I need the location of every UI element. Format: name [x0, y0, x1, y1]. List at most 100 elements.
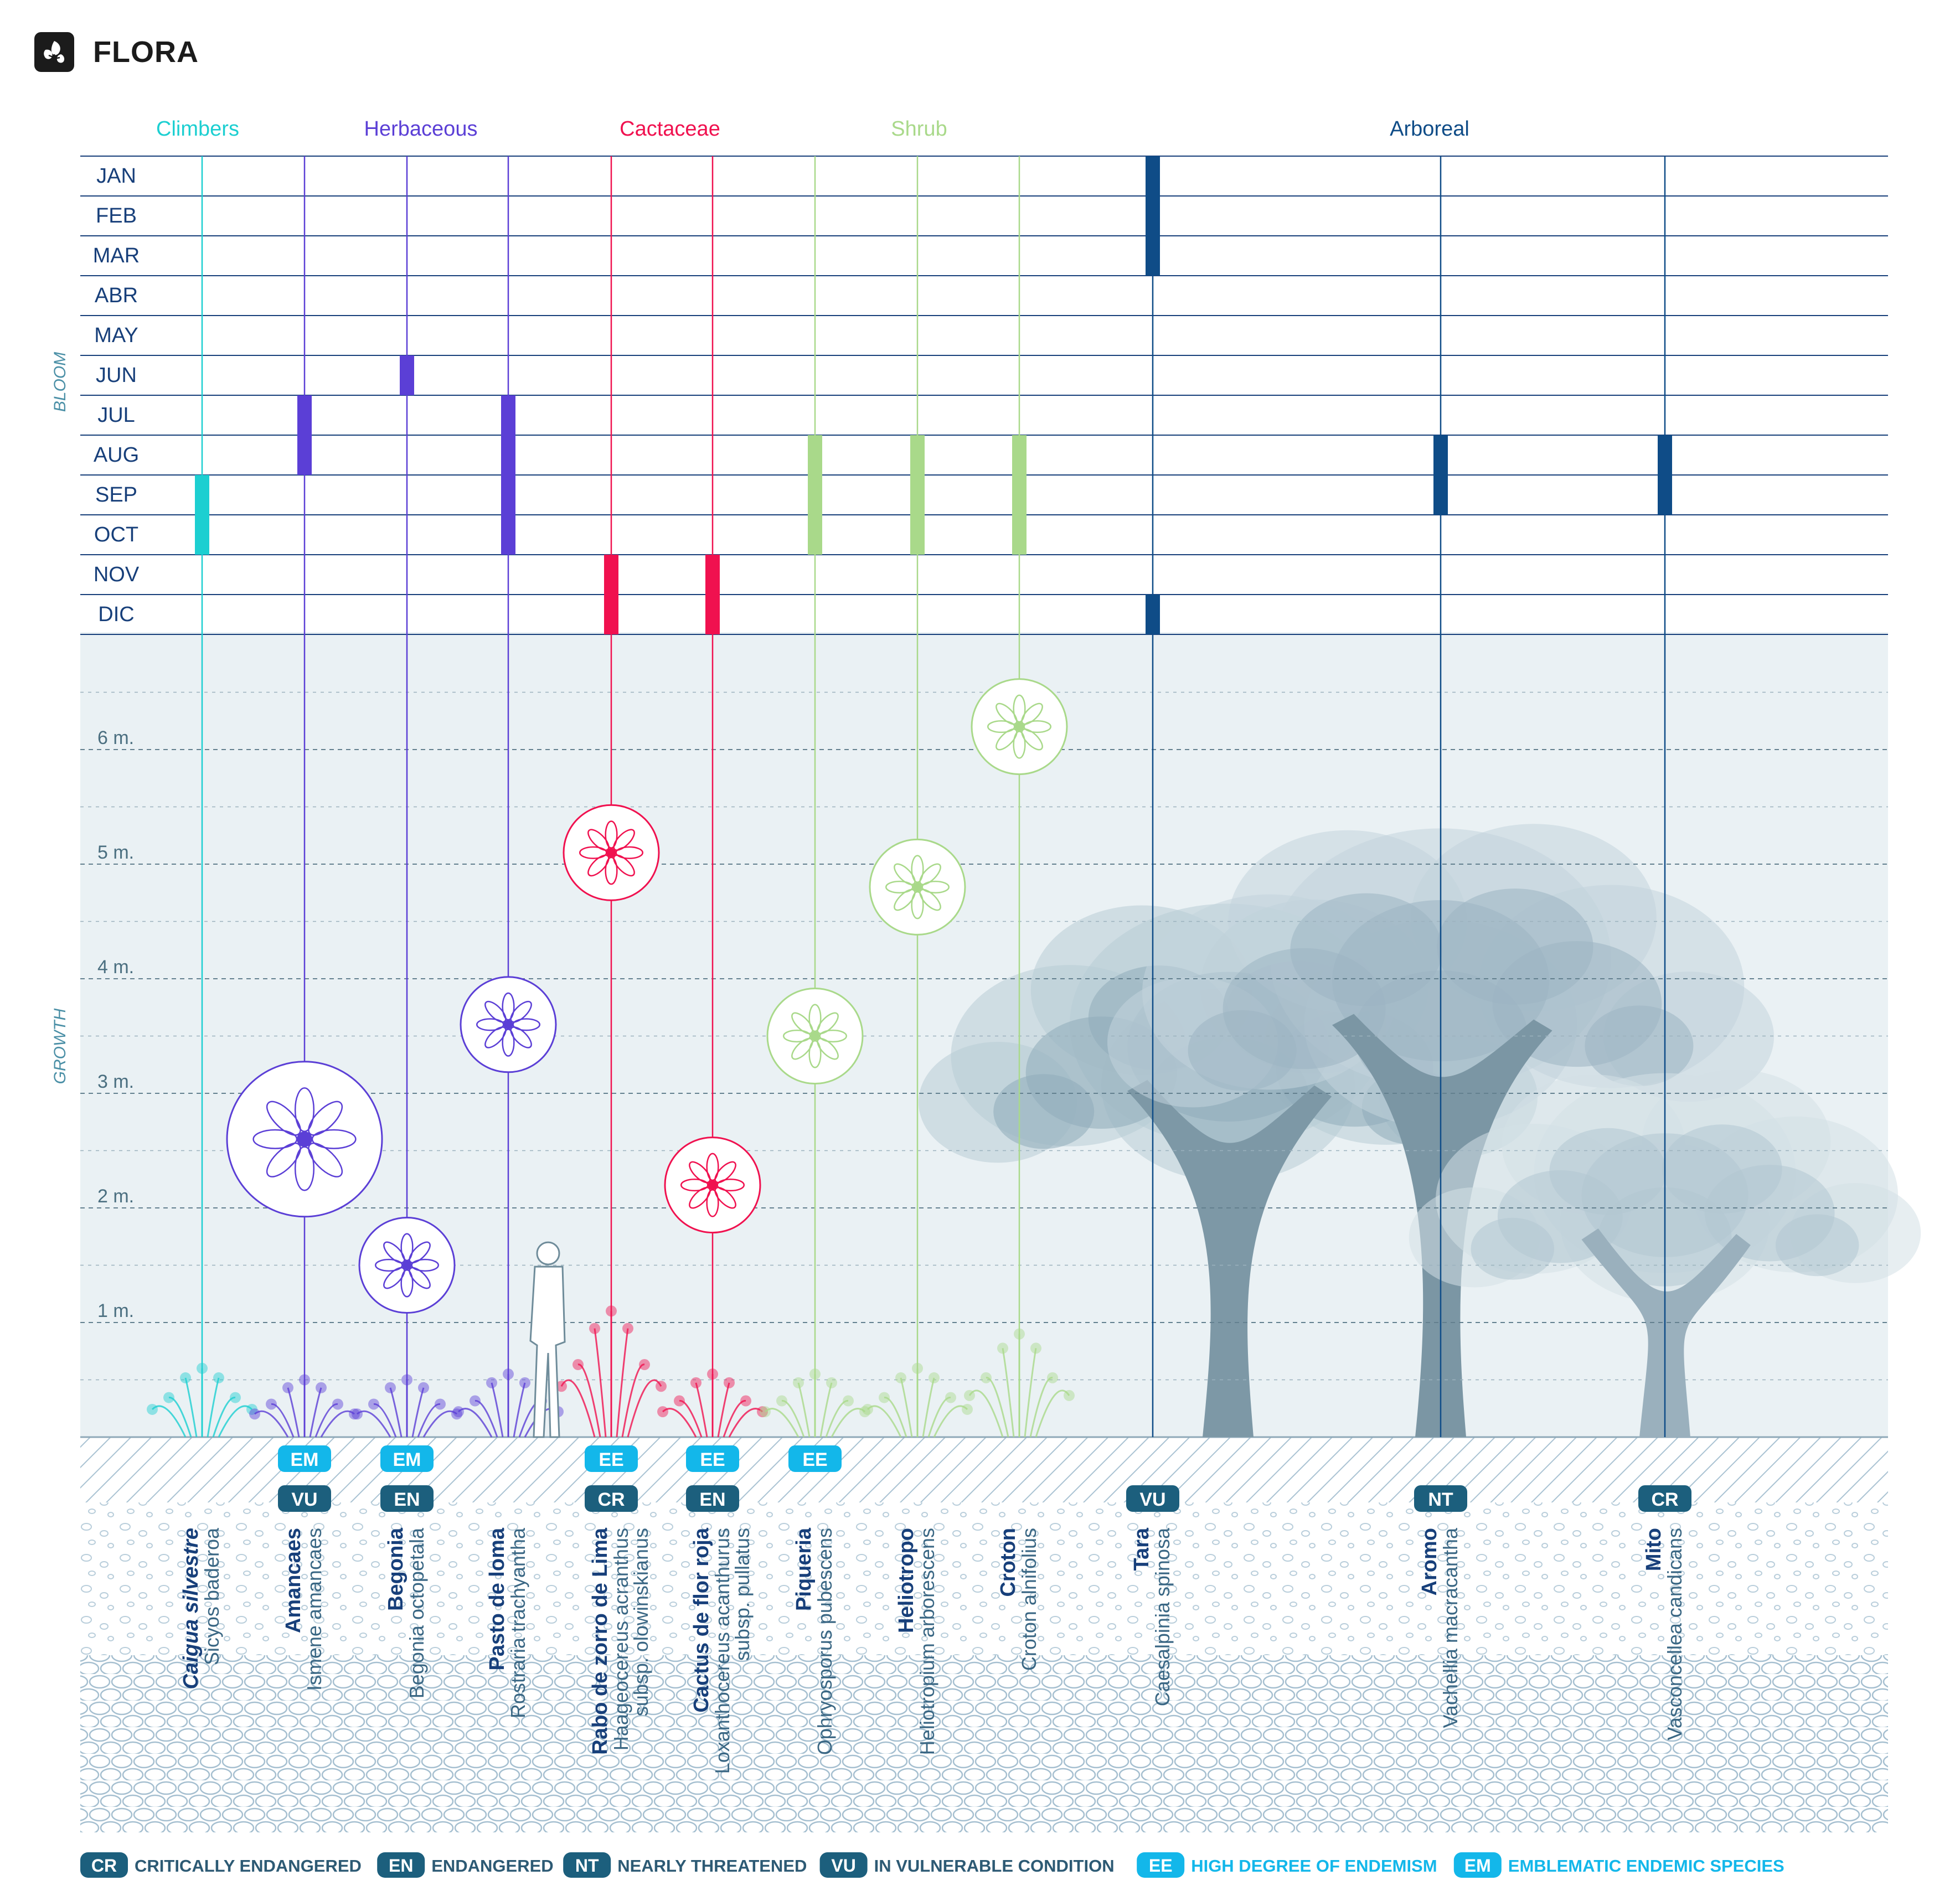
plant-branch [1029, 1377, 1053, 1438]
bloom-bar-pasto-de-loma [501, 395, 515, 555]
marker-petal [613, 829, 635, 851]
tree-crown-shade [1437, 888, 1593, 1005]
plant-cactus-de-flor-roja [657, 1368, 768, 1438]
species-common-name: Rabo de zorro de Lima [589, 1527, 612, 1754]
plant-branch [621, 1363, 645, 1438]
status-tag-bg [788, 1445, 842, 1472]
status-tag-en: EN [380, 1485, 434, 1512]
plant-branch [168, 1397, 192, 1438]
month-label-may: MAY [94, 324, 138, 347]
species-scientific-name: Loxanthocereus acanthurus [711, 1528, 734, 1774]
flower-marker-piqueria [766, 988, 864, 1084]
species-scientific-name-cont: subsp. olowinskianus [630, 1528, 652, 1716]
plant-branch [866, 1405, 902, 1438]
legend-badge [80, 1852, 128, 1878]
plant-leaf [895, 1372, 906, 1383]
plant-leaf [622, 1323, 633, 1334]
marker-petal [680, 1179, 709, 1192]
status-tag-ee: EE [686, 1445, 739, 1472]
plant-leaf [147, 1403, 158, 1415]
group-label-climbers: Climbers [156, 117, 239, 141]
plant-branch [968, 1389, 1004, 1438]
legend-item-nt: NT NEARLY THREATENED [563, 1852, 807, 1878]
marker-petal [782, 1029, 811, 1043]
plant-branch [831, 1408, 866, 1438]
plant-leaf [352, 1408, 363, 1420]
species-scientific-name-cont: subsp. pullatus [731, 1528, 754, 1661]
status-tag-bg [1638, 1485, 1691, 1512]
plant-branch [357, 1410, 391, 1438]
marker-petal [502, 992, 515, 1021]
plant-leaf [964, 1389, 975, 1401]
marker-center [1014, 722, 1024, 732]
species-scientific-name: Ophryosporus pubescens [813, 1528, 836, 1755]
plant-leaf [912, 1362, 923, 1374]
legend-label: ENDANGERED [431, 1856, 553, 1876]
plant-leaf [690, 1377, 702, 1388]
marker-petal [706, 1189, 719, 1217]
person-head [536, 1241, 560, 1265]
status-tag-em: EM [380, 1445, 434, 1472]
flower-marker-pasto-de-loma [460, 976, 557, 1073]
status-tag-bg [278, 1445, 331, 1472]
plant-branch [309, 1387, 322, 1438]
plant-branch [933, 1405, 968, 1438]
species-scientific-name: Vachellia macracantha [1439, 1527, 1462, 1728]
species-scientific-name: Vasconcellea candicans [1663, 1528, 1686, 1740]
legend-label: NEARLY THREATENED [617, 1856, 807, 1876]
plant-illustrations [147, 678, 1075, 1438]
plant-leaf [197, 1362, 208, 1374]
marker-petal [716, 1179, 745, 1192]
marker-petal [579, 846, 607, 859]
flower-marker-amancaes [226, 1061, 383, 1218]
legend-badge [1137, 1852, 1185, 1878]
bloom-bar-heliotropo [910, 435, 925, 555]
marker-petal [714, 1161, 736, 1184]
marker-petal [1021, 728, 1043, 751]
plant-branch [900, 1377, 913, 1438]
plant-branch [764, 1408, 800, 1438]
plant-branch [1002, 1348, 1015, 1438]
legend-label: HIGH DEGREE OF ENDEMISM [1191, 1856, 1437, 1876]
legend-badge-code: EN [389, 1856, 413, 1876]
bloom-bar-tara [1146, 156, 1160, 276]
tree-trunk [1581, 1228, 1751, 1437]
plant-branch [212, 1397, 236, 1438]
marker-petal [1023, 720, 1052, 733]
marker-petal [919, 888, 941, 911]
marker-petal [615, 846, 644, 859]
page-header: FLORA [34, 32, 199, 72]
plant-leaf [776, 1395, 787, 1407]
status-tag-bg [686, 1445, 739, 1472]
month-label-jul: JUL [97, 404, 135, 427]
species-scientific-name: Sicyos baderoa [200, 1527, 223, 1665]
status-tag-bg [380, 1485, 434, 1512]
marker-petal [808, 1040, 822, 1068]
species-scientific-name: Begonia octopetala [405, 1527, 428, 1698]
growth-tick-label: 1 m. [97, 1300, 134, 1321]
plant-leaf [997, 1342, 1008, 1354]
status-tag-code: EM [291, 1449, 319, 1470]
plant-leaf [862, 1403, 873, 1415]
plant-branch [662, 1408, 697, 1438]
plant-amancaes [249, 1374, 360, 1438]
legend-badge-code: EM [1464, 1856, 1491, 1876]
legend-item-en: EN ENDANGERED [377, 1852, 554, 1878]
chart-labels: JAN FEB MAR ABR MAY JUN JUL AUG SEP OCT NOV DIC BLOO… [51, 117, 1691, 1774]
marker-petal [484, 1000, 507, 1023]
status-tag-bg [585, 1445, 638, 1472]
plant-leaf [879, 1392, 890, 1403]
plant-branch [986, 1377, 1009, 1438]
plant-leaf [453, 1406, 464, 1418]
plant-leaf [962, 1403, 973, 1415]
plant-leaf [981, 1372, 992, 1383]
plant-heliotropo [862, 1362, 973, 1438]
plant-leaf [639, 1359, 650, 1371]
plant-leaf [724, 1377, 735, 1388]
plant-leaf [757, 1406, 768, 1418]
plant-leaf [249, 1408, 260, 1420]
species-scientific-name: Caesalpinia spinosa [1151, 1527, 1174, 1706]
status-tag-bg [1126, 1485, 1179, 1512]
flower-marker-rabo-de-zorro-de-lima [563, 804, 660, 901]
